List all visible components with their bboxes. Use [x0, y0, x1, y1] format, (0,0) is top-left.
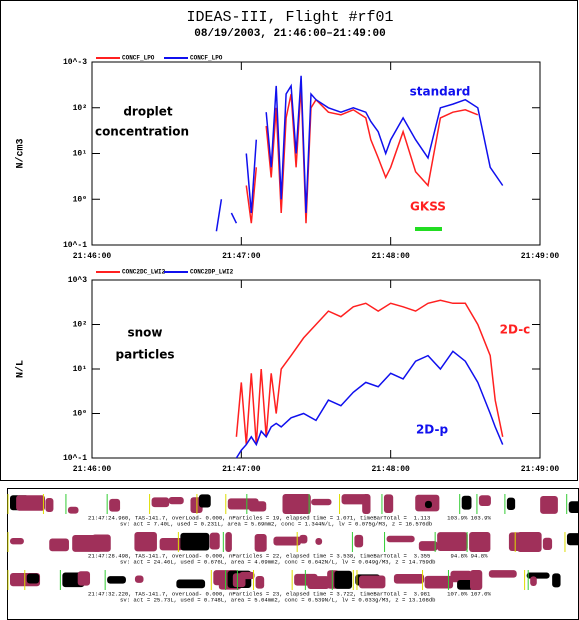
legend-label: CONCF_LPO — [190, 55, 223, 62]
info-line: sv: act = 25.73L, used = 0.748L, area = … — [120, 596, 436, 603]
particle-image — [152, 497, 170, 507]
chart-title: IDEAS-III, Flight #rf01 — [186, 9, 393, 26]
y-axis-label: N/cm3 — [15, 138, 27, 168]
legend-label: CONC2DC_LWI2 — [122, 269, 166, 276]
annotation: standard — [410, 85, 471, 99]
info-line: sv: act = 24.46L, used = 0.676L, area = … — [120, 558, 436, 565]
y-tick-label: 10^-3 — [63, 58, 87, 67]
particle-image — [160, 538, 183, 550]
x-tick-label: 21:48:00 — [371, 465, 410, 474]
y-tick-label: 10⁰ — [73, 195, 87, 204]
particle-image — [27, 574, 39, 584]
y-axis-label: N/L — [15, 360, 27, 378]
particle-image — [307, 576, 329, 589]
annotation: particles — [116, 348, 175, 362]
particle-image — [394, 574, 424, 584]
chart-subtitle: 08/19/2003, 21:46:00–21:49:00 — [194, 28, 385, 40]
particle-image — [199, 494, 211, 507]
particle-image — [567, 533, 579, 545]
particle-image — [384, 494, 393, 513]
x-tick-label: 21:46:00 — [73, 252, 112, 261]
particle-image — [239, 572, 254, 579]
y-tick-label: 10⁰ — [73, 410, 87, 419]
particle-image — [109, 499, 120, 512]
particle-image — [10, 538, 24, 544]
particle-image — [315, 538, 322, 545]
y-tick-label: 10¹ — [73, 365, 87, 374]
particle-image — [107, 576, 126, 583]
particle-image — [517, 532, 541, 552]
annotation: 2D-c — [500, 323, 531, 337]
particle-image — [135, 575, 144, 582]
particle-image — [49, 539, 69, 552]
y-tick-label: 10^-1 — [63, 454, 87, 463]
particle-image — [92, 535, 111, 552]
particle-image — [334, 571, 352, 589]
particle-image — [134, 532, 157, 551]
particle-image — [543, 538, 552, 550]
particle-image — [552, 573, 560, 587]
particle-image — [569, 501, 579, 513]
particle-image — [16, 495, 45, 510]
particle-image — [249, 501, 266, 511]
particle-image — [470, 570, 482, 590]
legend-label: CONC2DP_LWI2 — [190, 269, 234, 276]
particle-image — [527, 573, 550, 579]
info-line: sv: act = 7.40L, used = 0.231L, area = 5… — [120, 520, 432, 527]
legend-label: CONCF_LPO — [122, 55, 155, 62]
x-tick-label: 21:47:00 — [222, 465, 261, 474]
annotation: snow — [127, 326, 162, 340]
particle-image — [530, 576, 537, 586]
particle-image — [45, 498, 53, 512]
x-tick-label: 21:47:00 — [222, 252, 261, 261]
particle-image — [180, 533, 209, 551]
particle-image — [425, 501, 432, 508]
particle-image — [437, 532, 468, 551]
particle-image — [354, 535, 363, 547]
particle-image — [299, 535, 307, 544]
particle-image — [359, 575, 385, 588]
particle-image — [68, 507, 79, 514]
particle-image — [78, 571, 90, 585]
chart-frame — [1, 1, 578, 481]
particle-image — [169, 497, 184, 504]
particle-image — [540, 496, 558, 514]
particle-image — [362, 494, 370, 514]
particle-image — [479, 495, 491, 506]
y-tick-label: 10² — [73, 321, 87, 330]
particle-image — [255, 534, 267, 552]
annotation: droplet — [123, 105, 173, 119]
y-tick-label: 10^-1 — [63, 241, 87, 250]
particle-image — [210, 533, 220, 550]
particle-image — [469, 532, 490, 552]
annotation: 2D-p — [416, 423, 449, 437]
y-tick-label: 10¹ — [73, 150, 87, 159]
particle-image — [225, 532, 232, 552]
x-tick-label: 21:46:00 — [73, 465, 112, 474]
particle-image — [311, 499, 331, 505]
x-tick-label: 21:48:00 — [371, 252, 410, 261]
particle-image — [507, 498, 515, 510]
y-tick-label: 10^3 — [68, 276, 87, 285]
annotation: concentration — [95, 125, 189, 139]
x-tick-label: 21:49:00 — [521, 252, 560, 261]
particle-image — [387, 536, 415, 542]
screen: IDEAS-III, Flight #rf01 08/19/2003, 21:4… — [0, 0, 579, 620]
particle-image — [256, 576, 265, 589]
y-tick-label: 10² — [73, 104, 87, 113]
particle-image — [489, 570, 517, 578]
particle-image — [462, 496, 472, 510]
particle-image — [176, 580, 205, 589]
annotation: GKSS — [410, 200, 446, 214]
particle-image — [282, 494, 310, 514]
x-tick-label: 21:49:00 — [521, 465, 560, 474]
